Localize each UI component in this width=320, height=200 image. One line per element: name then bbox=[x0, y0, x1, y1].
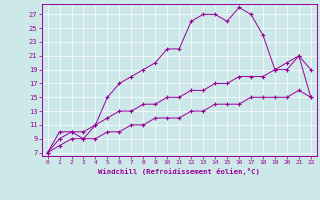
X-axis label: Windchill (Refroidissement éolien,°C): Windchill (Refroidissement éolien,°C) bbox=[98, 168, 260, 175]
